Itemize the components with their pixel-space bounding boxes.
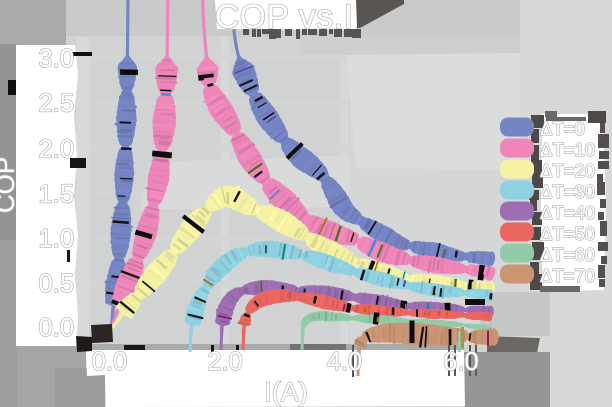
svg-text:ΔT=20: ΔT=20 xyxy=(540,160,595,181)
svg-text:2.0: 2.0 xyxy=(207,348,242,376)
svg-text:ΔT=50: ΔT=50 xyxy=(540,223,595,244)
svg-text:ΔT=30: ΔT=30 xyxy=(540,181,595,202)
svg-text:ΔT=60: ΔT=60 xyxy=(540,244,595,265)
svg-text:COP vs.I: COP vs.I xyxy=(215,0,354,36)
svg-text:1.0: 1.0 xyxy=(39,225,74,253)
svg-text:ΔT=40: ΔT=40 xyxy=(540,202,595,223)
svg-text:4.0: 4.0 xyxy=(327,348,362,376)
svg-text:2.5: 2.5 xyxy=(39,90,74,118)
svg-text:0.0: 0.0 xyxy=(92,348,127,376)
svg-text:2.0: 2.0 xyxy=(39,136,74,164)
svg-text:COP: COP xyxy=(0,157,20,213)
svg-text:3.0: 3.0 xyxy=(39,45,74,73)
svg-text:0.5: 0.5 xyxy=(39,270,74,298)
svg-text:ΔT=0: ΔT=0 xyxy=(540,118,585,139)
svg-text:I(A): I(A) xyxy=(264,377,308,407)
svg-text:1.5: 1.5 xyxy=(39,180,74,208)
svg-text:ΔT=70: ΔT=70 xyxy=(540,265,595,286)
svg-text:0.0: 0.0 xyxy=(39,314,74,342)
svg-text:6.0: 6.0 xyxy=(443,348,478,376)
svg-text:ΔT=10: ΔT=10 xyxy=(540,139,595,160)
